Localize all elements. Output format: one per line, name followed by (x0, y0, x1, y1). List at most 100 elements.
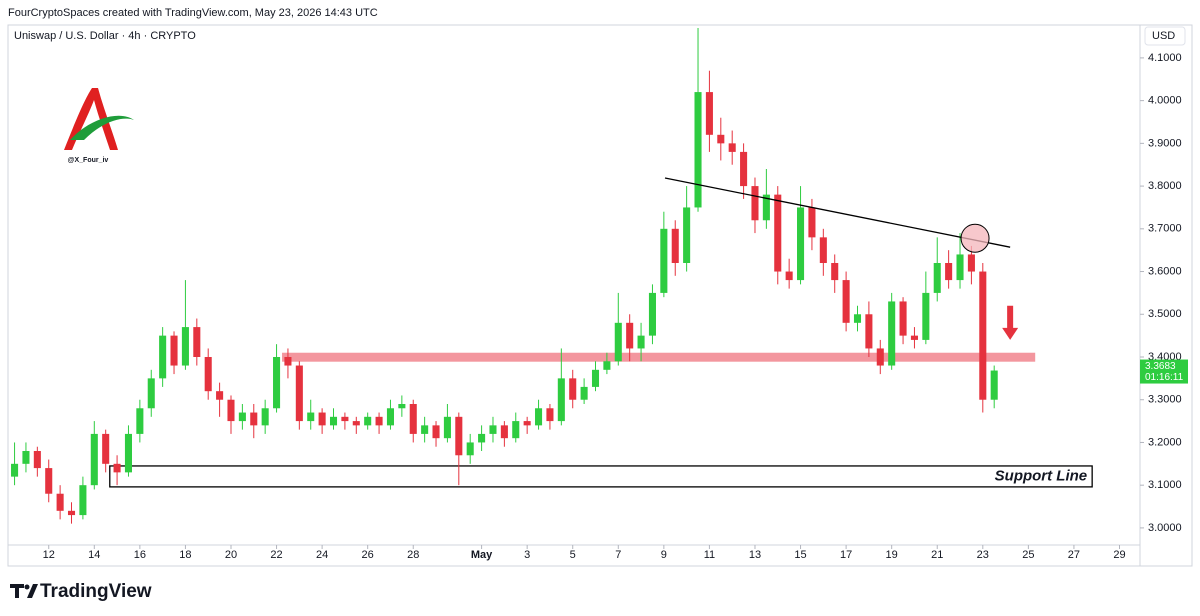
y-tick-label: 3.0000 (1148, 522, 1182, 534)
candle-body (261, 408, 269, 426)
candle-body (159, 335, 167, 379)
currency-box (1144, 26, 1186, 46)
x-tick-label: 7 (615, 549, 621, 561)
candle-body (728, 143, 736, 152)
candle-body (876, 348, 884, 366)
candle-body (797, 207, 805, 281)
candle-body (204, 356, 212, 392)
x-tick-label: 14 (88, 549, 100, 561)
candle-body (648, 292, 656, 336)
brand: TradingView (10, 581, 152, 602)
support-label: Support Line (995, 467, 1088, 484)
candle-body (831, 262, 839, 281)
candle-body (227, 399, 235, 422)
x-tick-label: 17 (840, 549, 852, 561)
candle-body (774, 194, 782, 272)
x-tick-label: 13 (749, 549, 761, 561)
candle-body (181, 327, 189, 366)
candle-body (717, 134, 725, 144)
x-tick-label: 21 (931, 549, 943, 561)
candle-body (273, 356, 281, 409)
candle-body (808, 207, 816, 238)
touch-circle (960, 223, 990, 253)
chart-frame (7, 24, 1193, 567)
candle-body (580, 386, 588, 400)
x-tick-label: 24 (316, 549, 328, 561)
y-tick-label: 3.6000 (1148, 265, 1182, 277)
candle-body (922, 292, 930, 340)
y-tick-label: 3.5000 (1148, 308, 1182, 320)
candle-body (888, 301, 896, 366)
candle-body (329, 416, 338, 426)
candle-body (671, 228, 679, 263)
candle-body (489, 425, 497, 434)
y-tick-label: 3.7000 (1148, 223, 1182, 235)
brand-dot (24, 584, 30, 590)
candle-body (341, 416, 349, 422)
candle-body (443, 416, 451, 439)
candle-body (967, 254, 975, 272)
x-tick-label: 26 (362, 549, 374, 561)
candle-body (352, 421, 360, 426)
candle-body (45, 468, 53, 494)
candle-body (466, 442, 474, 456)
y-tick-label: 3.9000 (1148, 137, 1182, 149)
candle-body (557, 378, 565, 422)
watermark: @X_Four_iv (68, 157, 109, 164)
header: FourCryptoSpaces created with TradingVie… (8, 7, 378, 19)
y-tick-label: 3.8000 (1148, 180, 1182, 192)
candle-body (979, 271, 987, 400)
candle-body (740, 151, 748, 187)
last-price: 3.3683 (1145, 361, 1176, 372)
candle-body (67, 510, 76, 516)
candle-body (683, 207, 691, 263)
candle-body (899, 301, 907, 336)
x-tick-label: 19 (886, 549, 898, 561)
candle-body (33, 450, 41, 469)
candle-body (637, 335, 645, 349)
candle-body (90, 433, 98, 486)
candle-body (295, 365, 303, 422)
candle-body (853, 314, 862, 323)
candle-body (102, 433, 110, 464)
candle-body (569, 378, 577, 400)
y-tick-label: 4.1000 (1148, 52, 1182, 64)
candle-body (193, 327, 201, 357)
candle-body (535, 408, 543, 426)
candle-body (386, 408, 394, 426)
candle-body (136, 408, 144, 434)
candle-body (375, 416, 383, 426)
candle-body (945, 262, 953, 281)
logo-swoosh (70, 115, 134, 140)
x-tick-label: 28 (407, 549, 419, 561)
candle-body (56, 493, 64, 511)
candle-body (660, 228, 668, 293)
candle-body (785, 271, 793, 281)
candle-body (603, 361, 611, 370)
candle-body (512, 421, 520, 439)
candle-body (421, 425, 429, 434)
y-tick-label: 3.3000 (1148, 394, 1182, 406)
candle-body (250, 412, 258, 426)
candle-body (455, 416, 463, 456)
brand-icon (10, 584, 38, 598)
candle-body (523, 421, 531, 426)
support-zone (109, 465, 1093, 488)
candle-body (751, 186, 759, 221)
candle-body (626, 322, 634, 349)
candle-body (500, 425, 508, 439)
x-tick-label: May (471, 549, 493, 561)
candle-body (865, 314, 873, 349)
y-tick-label: 3.1000 (1148, 479, 1182, 491)
candle-body (705, 92, 713, 135)
x-tick-label: 22 (270, 549, 282, 561)
logo: @X_Four_iv (64, 88, 134, 164)
candle-body (842, 280, 850, 323)
y-tick-label: 4.0000 (1148, 95, 1182, 107)
candle-body (819, 237, 827, 263)
candle-body (990, 370, 998, 400)
candle-body (694, 92, 702, 208)
countdown: 01:16:11 (1145, 372, 1184, 383)
candle-body (238, 412, 246, 422)
